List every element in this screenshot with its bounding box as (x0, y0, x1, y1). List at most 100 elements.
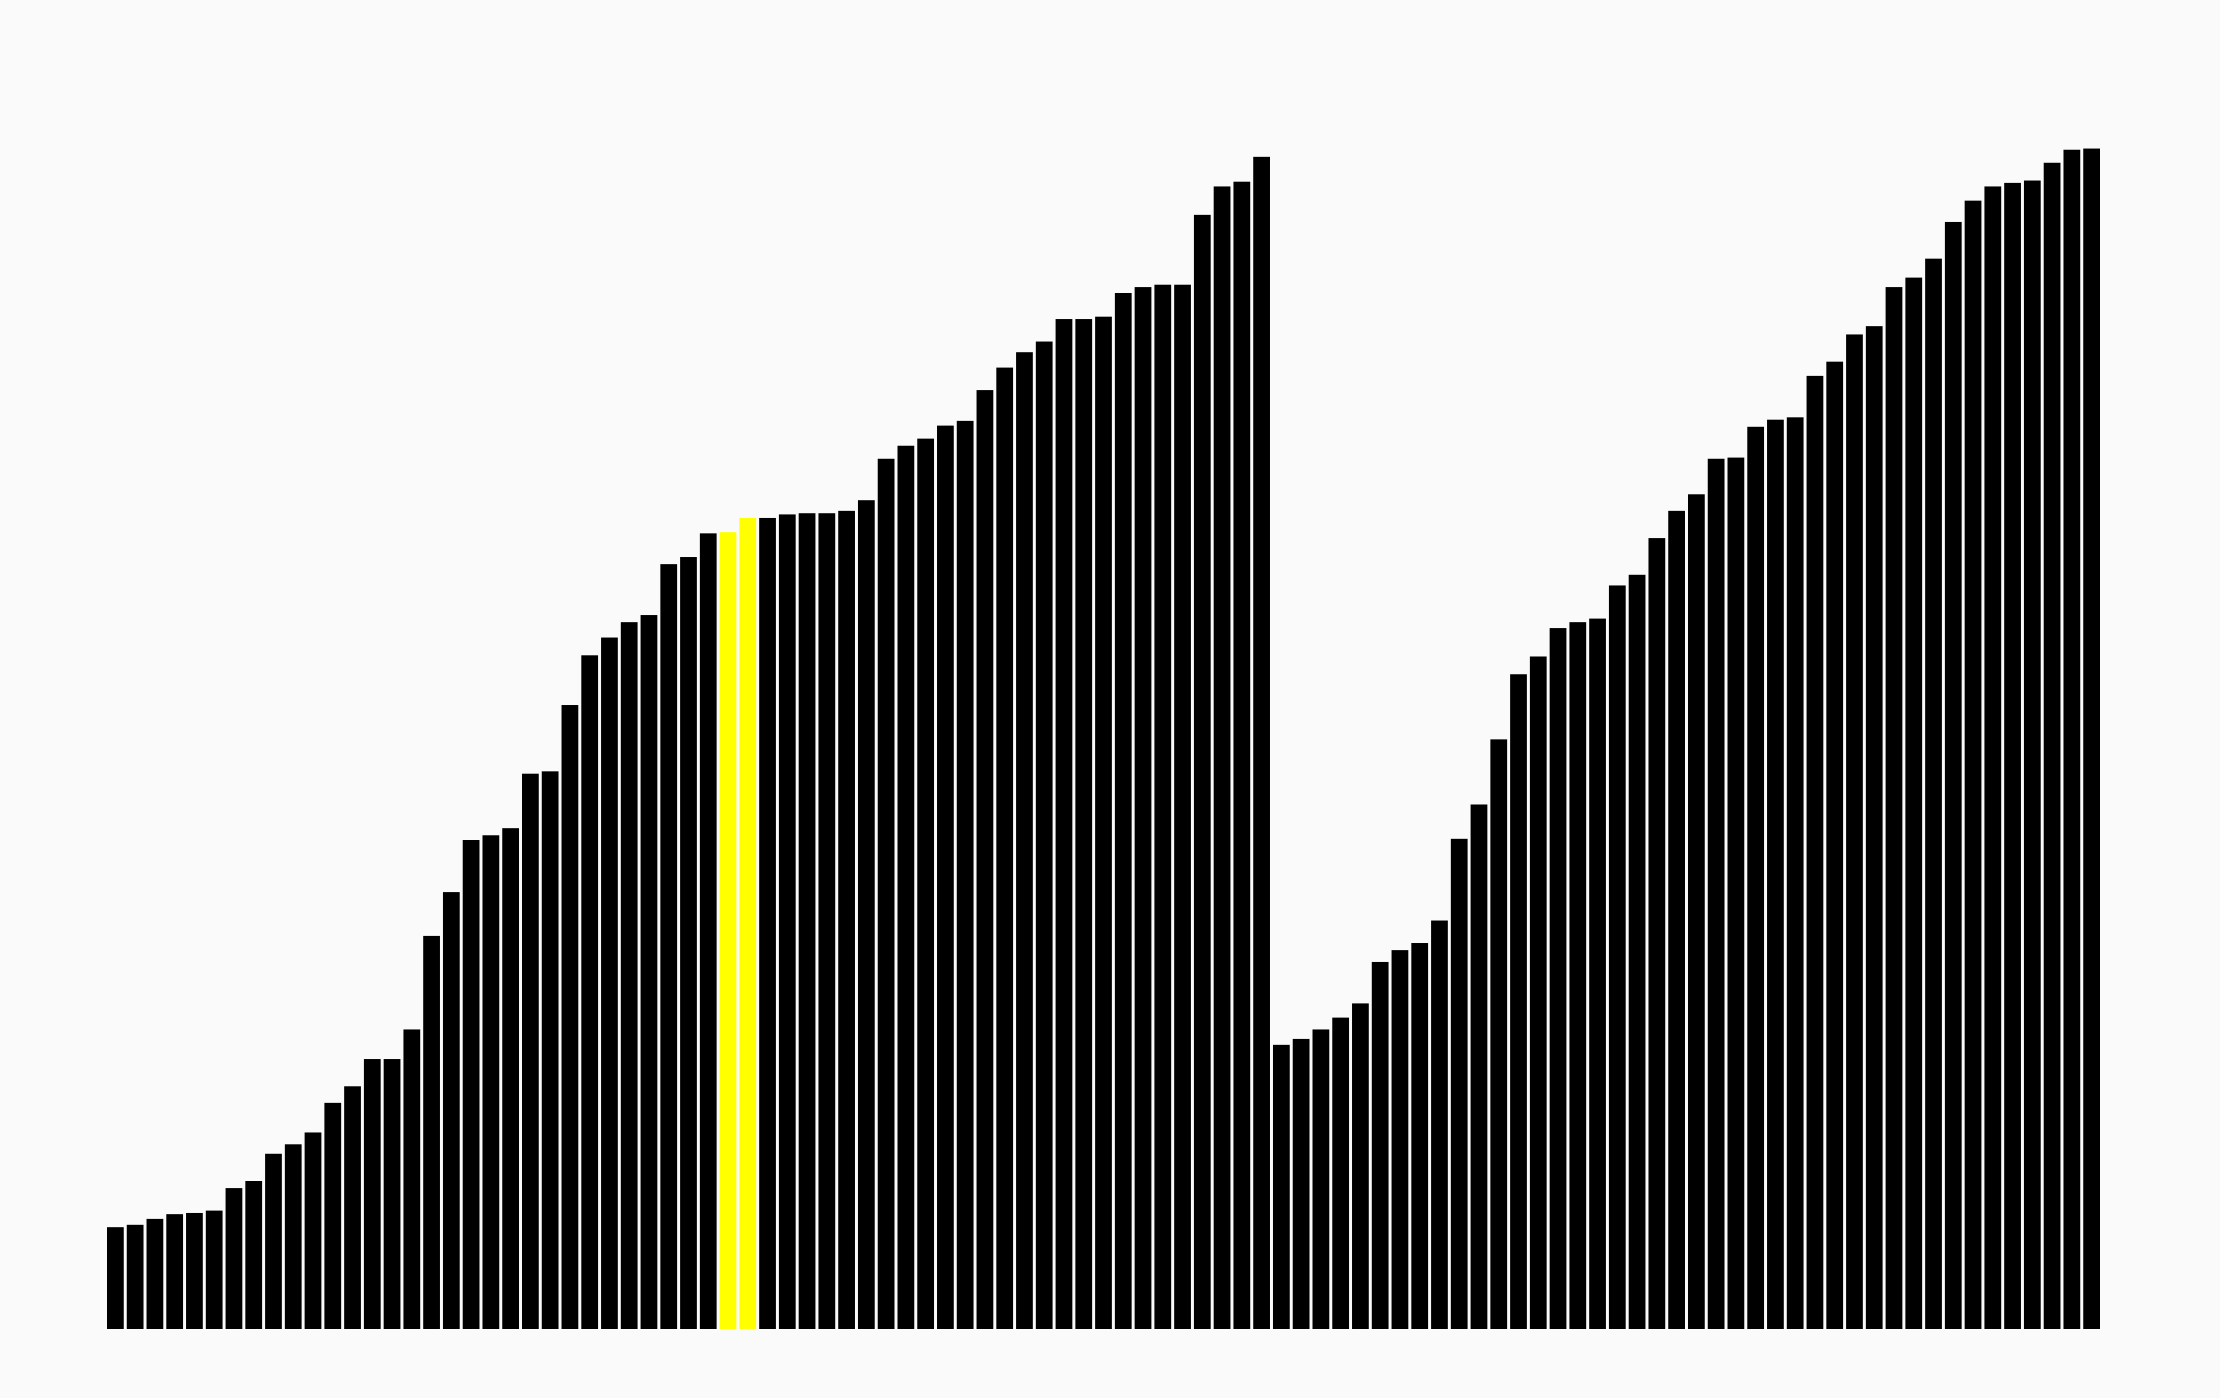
bar (1016, 352, 1033, 1329)
bar (1095, 316, 1112, 1329)
bar (1806, 375, 1824, 1329)
bar (699, 533, 717, 1329)
bar (1668, 510, 1685, 1329)
bars-group (107, 148, 2100, 1330)
bar (1431, 920, 1448, 1329)
bar (166, 1214, 184, 1329)
bar (1134, 287, 1152, 1330)
bar (1272, 1044, 1290, 1329)
bar (759, 517, 776, 1329)
bar (186, 1212, 203, 1329)
bar (225, 1188, 243, 1329)
bar (1707, 458, 1725, 1329)
bar (1391, 950, 1409, 1329)
bar (1885, 287, 1903, 1330)
bar (778, 514, 796, 1329)
bar (126, 1224, 144, 1329)
bar (107, 1227, 124, 1329)
bar (1964, 200, 1982, 1329)
bar (996, 367, 1014, 1330)
bar (1529, 656, 1547, 1329)
bar (976, 390, 994, 1330)
bar (1648, 538, 1666, 1329)
bar (897, 445, 915, 1329)
bar (1569, 622, 1587, 1329)
bar (1786, 417, 1804, 1329)
bar (1944, 221, 1962, 1330)
highlighted-bar (719, 532, 737, 1329)
bar (1747, 426, 1765, 1329)
bar (1450, 838, 1468, 1329)
bar (1687, 494, 1705, 1329)
bar (1826, 361, 1844, 1329)
bar (1411, 943, 1429, 1329)
bar (1154, 284, 1172, 1330)
bar (1490, 739, 1508, 1329)
bar (1549, 628, 1567, 1329)
bar (561, 705, 579, 1329)
bar (620, 622, 638, 1329)
bar (502, 828, 520, 1329)
bar (1470, 804, 1488, 1329)
bar (304, 1132, 322, 1329)
bar (877, 458, 895, 1329)
highlighted-bar (739, 517, 757, 1329)
bar (640, 615, 658, 1329)
bar (1767, 419, 1784, 1329)
bar (442, 892, 460, 1329)
bar (1174, 284, 1191, 1330)
bar (937, 425, 954, 1329)
bar (541, 771, 559, 1329)
bar (838, 510, 855, 1329)
bar (2004, 182, 2021, 1329)
bar (2023, 180, 2041, 1329)
bar (462, 840, 480, 1329)
bar (1905, 277, 1923, 1329)
bar (1628, 574, 1646, 1329)
bar (1055, 319, 1073, 1329)
bar (857, 500, 875, 1329)
bar (2063, 149, 2081, 1330)
bar (1984, 186, 2002, 1330)
bar (324, 1102, 342, 1329)
bar (284, 1144, 302, 1329)
bar (1510, 674, 1527, 1329)
bar (2043, 162, 2061, 1329)
bar (482, 835, 500, 1329)
bar (403, 1029, 421, 1329)
bar (917, 438, 935, 1329)
bar (1352, 1003, 1369, 1329)
bar (1213, 186, 1231, 1330)
bar (146, 1218, 164, 1329)
bar (1233, 181, 1251, 1330)
bar (680, 557, 697, 1329)
bar (1292, 1038, 1310, 1329)
bar (1193, 214, 1211, 1330)
bar (1846, 334, 1863, 1329)
bar (1253, 156, 1270, 1330)
bar (1608, 585, 1626, 1329)
bar (423, 935, 440, 1329)
bar (1035, 341, 1053, 1329)
bar (205, 1210, 223, 1329)
bar (344, 1086, 361, 1329)
bar (1075, 319, 1093, 1329)
bar (1865, 326, 1883, 1329)
bar (601, 637, 618, 1329)
bar (581, 655, 599, 1329)
bar (818, 513, 836, 1329)
bar (1114, 293, 1132, 1329)
bar (265, 1153, 282, 1329)
bar (1727, 457, 1745, 1330)
bar (1589, 618, 1606, 1329)
bar (1925, 258, 1942, 1329)
bar (956, 420, 974, 1329)
bar (522, 773, 539, 1329)
bar (383, 1059, 401, 1329)
bar (660, 564, 678, 1329)
bar (245, 1181, 263, 1329)
bar (1312, 1029, 1330, 1329)
bar (2083, 148, 2100, 1329)
bar (1371, 961, 1389, 1329)
